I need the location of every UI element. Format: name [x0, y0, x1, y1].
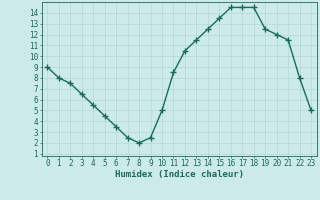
X-axis label: Humidex (Indice chaleur): Humidex (Indice chaleur): [115, 170, 244, 179]
